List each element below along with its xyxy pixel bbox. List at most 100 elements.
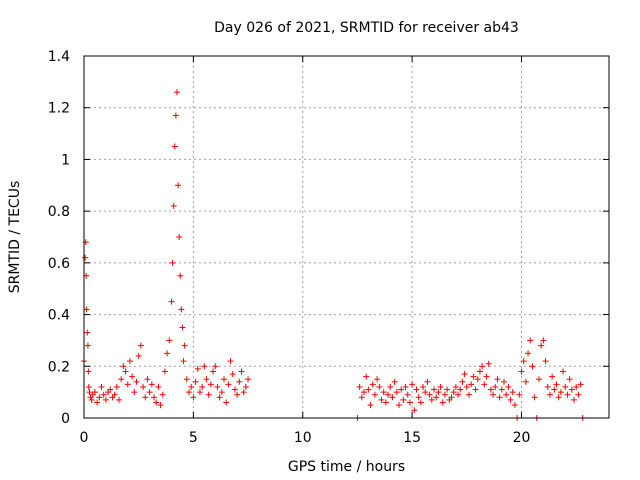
data-point: [551, 386, 558, 393]
data-point: [560, 368, 567, 375]
data-point: [192, 378, 199, 385]
data-point: [365, 386, 372, 393]
data-point: [242, 383, 249, 390]
data-point: [140, 383, 147, 390]
data-point: [173, 89, 180, 96]
data-point: [164, 350, 171, 357]
data-point: [494, 376, 501, 383]
data-point: [411, 407, 418, 414]
data-point: [450, 389, 457, 396]
data-point: [503, 391, 510, 398]
data-point: [188, 383, 195, 390]
data-point: [380, 389, 387, 396]
data-point: [245, 376, 252, 383]
chart-title: Day 026 of 2021, SRMTID for receiver ab4…: [214, 20, 519, 36]
data-point: [391, 378, 398, 385]
data-point: [238, 368, 245, 375]
data-point: [476, 368, 483, 375]
data-point: [133, 378, 140, 385]
data-point: [485, 360, 492, 367]
data-point: [199, 383, 206, 390]
x-tick-label: 5: [189, 430, 198, 446]
data-point: [459, 378, 466, 385]
data-point: [553, 381, 560, 388]
data-point: [511, 402, 518, 409]
data-point: [234, 391, 241, 398]
data-point: [137, 342, 144, 349]
data-point: [455, 391, 462, 398]
data-point: [516, 391, 523, 398]
data-point: [356, 383, 363, 390]
data-point: [415, 394, 422, 401]
data-point: [229, 371, 236, 378]
data-point: [522, 378, 529, 385]
data-point: [144, 376, 151, 383]
data-point: [170, 202, 177, 209]
data-point: [223, 399, 230, 406]
data-point: [575, 391, 582, 398]
data-point: [422, 389, 429, 396]
x-tick-label: 10: [294, 430, 312, 446]
data-point: [538, 342, 545, 349]
data-point: [472, 386, 479, 393]
data-point: [406, 399, 413, 406]
data-point: [428, 396, 435, 403]
data-point: [177, 272, 184, 279]
x-tick-label: 0: [80, 430, 89, 446]
data-point: [126, 358, 133, 365]
data-point: [437, 383, 444, 390]
data-point: [157, 402, 164, 409]
data-point: [98, 383, 105, 390]
data-point: [542, 358, 549, 365]
data-point: [387, 383, 394, 390]
data-point: [413, 386, 420, 393]
x-axis-label: GPS time / hours: [288, 459, 405, 475]
data-point: [564, 391, 571, 398]
data-point: [555, 394, 562, 401]
data-point: [84, 342, 91, 349]
data-point: [509, 389, 516, 396]
data-point: [88, 396, 95, 403]
data-point: [118, 376, 125, 383]
data-point: [178, 306, 185, 313]
data-point: [431, 386, 437, 393]
y-tick-label: 0.4: [48, 308, 70, 324]
data-point: [571, 396, 577, 403]
data-point: [159, 391, 166, 398]
data-point: [367, 402, 374, 409]
data-point: [361, 389, 367, 396]
data-point: [146, 389, 153, 396]
data-point: [369, 381, 376, 388]
data-point: [420, 383, 427, 390]
data-point: [536, 376, 542, 383]
data-point: [180, 358, 187, 365]
data-point: [102, 396, 109, 403]
data-point: [203, 376, 210, 383]
data-point: [124, 381, 131, 388]
data-point: [358, 394, 365, 401]
data-point: [479, 363, 486, 370]
data-point: [487, 386, 494, 393]
y-axis-label: SRMTID / TECUs: [7, 181, 23, 294]
data-point: [382, 399, 389, 406]
data-point: [142, 394, 149, 401]
data-point: [463, 383, 470, 390]
data-point: [385, 391, 392, 398]
data-point: [175, 182, 182, 189]
data-point: [107, 386, 114, 393]
data-point: [120, 363, 127, 370]
data-point: [518, 368, 525, 375]
data-point: [568, 386, 575, 393]
data-point: [116, 396, 122, 403]
y-tick-label: 1.2: [48, 101, 70, 117]
data-point: [505, 383, 512, 390]
data-point: [496, 394, 503, 401]
plot-frame: [83, 55, 610, 419]
data-point: [562, 383, 569, 390]
data-point: [566, 376, 573, 383]
data-point: [435, 389, 442, 396]
data-point: [409, 381, 416, 388]
y-tick-label: 1.4: [48, 49, 70, 65]
data-point: [402, 383, 409, 390]
